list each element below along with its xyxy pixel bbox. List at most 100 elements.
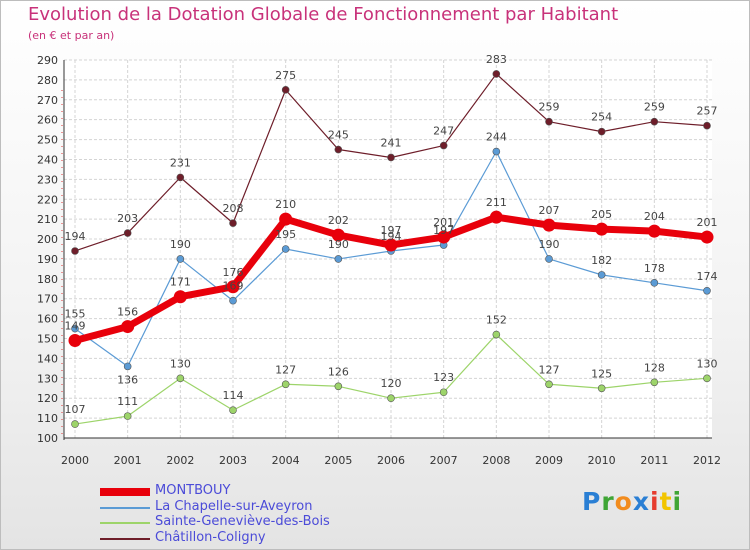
data-label: 283 <box>486 53 507 66</box>
data-point <box>123 229 132 237</box>
logo-letter: i <box>650 487 660 516</box>
data-label: 128 <box>644 361 665 374</box>
data-label: 201 <box>433 216 454 229</box>
data-point <box>226 280 240 294</box>
x-tick-label: 2007 <box>430 454 458 467</box>
data-label: 259 <box>644 101 665 114</box>
data-label: 125 <box>591 367 612 380</box>
data-point <box>703 286 711 295</box>
y-tick-label: 200 <box>37 233 58 246</box>
y-tick-label: 280 <box>37 74 58 87</box>
y-tick-label: 240 <box>37 153 58 166</box>
y-tick-label: 100 <box>37 432 58 445</box>
data-label: 123 <box>433 371 454 384</box>
y-tick-label: 290 <box>37 54 58 67</box>
data-point <box>281 245 290 253</box>
data-point <box>650 378 659 387</box>
logo-letter: x <box>632 487 650 516</box>
data-label: 156 <box>117 306 138 319</box>
data-point <box>387 394 395 403</box>
data-point <box>597 271 606 279</box>
data-label: 169 <box>223 280 244 293</box>
proxiti-logo: Proxiti <box>582 487 682 516</box>
x-tick-label: 2008 <box>482 454 510 467</box>
y-tick-label: 230 <box>37 173 58 186</box>
data-point <box>123 412 132 420</box>
data-label: 202 <box>328 214 349 227</box>
data-labels: 194 203 231 208 275 245 241 247 283 259 254 259 257 1… <box>65 53 718 416</box>
data-point <box>176 374 185 383</box>
data-point <box>121 320 135 334</box>
data-point <box>387 153 395 162</box>
data-label: 207 <box>539 204 560 217</box>
data-point <box>173 290 187 304</box>
y-tick-label: 110 <box>37 412 58 425</box>
data-point <box>647 224 661 238</box>
legend-swatch <box>100 488 150 496</box>
legend-label: MONTBOUY <box>155 483 231 498</box>
data-label: 120 <box>381 377 402 390</box>
data-point <box>703 374 711 383</box>
y-tick-label: 220 <box>37 193 58 206</box>
data-label: 244 <box>486 131 507 144</box>
data-label: 197 <box>381 224 402 237</box>
data-label: 231 <box>170 156 191 169</box>
legend-label: La Chapelle-sur-Aveyron <box>155 498 313 514</box>
data-point <box>281 86 290 94</box>
data-label: 275 <box>275 69 296 82</box>
axes: 100 110 120 130 140 150 160 170 180 190 200 210 220 2… <box>37 54 721 467</box>
legend-label: Sainte-Geneviève-des-Bois <box>155 514 330 529</box>
data-label: 152 <box>486 314 507 327</box>
data-label: 190 <box>170 238 191 251</box>
data-label: 194 <box>381 230 402 243</box>
data-label: 205 <box>591 208 612 221</box>
data-point <box>703 121 711 130</box>
y-tick-label: 170 <box>37 293 58 306</box>
x-tick-label: 2006 <box>377 454 405 467</box>
data-label: 195 <box>275 228 296 241</box>
x-tick-label: 2011 <box>640 454 668 467</box>
data-point <box>176 173 185 182</box>
data-point <box>384 238 398 252</box>
line-chart: 100 110 120 130 140 150 160 170 180 190 200 210 220 2… <box>37 53 721 467</box>
data-label: 155 <box>65 308 86 321</box>
data-point <box>492 70 501 78</box>
data-label: 241 <box>381 136 402 149</box>
data-label: 190 <box>539 238 560 251</box>
data-label: 194 <box>65 230 86 243</box>
data-point <box>229 219 237 227</box>
data-label: 257 <box>697 105 718 118</box>
data-point <box>331 228 345 242</box>
y-tick-label: 140 <box>37 352 58 365</box>
data-point <box>71 247 79 255</box>
data-label: 254 <box>591 111 612 124</box>
data-point <box>334 145 343 154</box>
data-label: 204 <box>644 210 665 223</box>
data-label: 114 <box>223 389 244 402</box>
x-tick-label: 2012 <box>693 454 721 467</box>
data-label: 111 <box>117 395 138 408</box>
data-label: 210 <box>275 198 296 211</box>
data-point <box>650 279 659 287</box>
data-label: 247 <box>433 125 454 138</box>
data-label: 149 <box>65 320 86 333</box>
x-tick-label: 2002 <box>166 454 194 467</box>
data-label: 130 <box>697 357 718 370</box>
data-point <box>439 141 448 150</box>
legend-swatch <box>100 537 150 540</box>
y-tick-label: 190 <box>37 253 58 266</box>
y-tick-label: 210 <box>37 213 58 226</box>
data-point <box>700 230 714 244</box>
data-point <box>281 380 290 389</box>
logo-letter: P <box>582 487 602 516</box>
data-point <box>229 296 237 305</box>
y-tick-label: 150 <box>37 333 58 346</box>
data-label: 259 <box>539 101 560 114</box>
data-point <box>68 334 82 348</box>
data-point <box>545 255 553 263</box>
data-label: 127 <box>539 363 560 376</box>
y-tick-label: 130 <box>37 372 58 385</box>
data-point <box>437 230 451 244</box>
chart-title: Evolution de la Dotation Globale de Fonc… <box>28 4 619 25</box>
series-layer <box>68 70 714 428</box>
